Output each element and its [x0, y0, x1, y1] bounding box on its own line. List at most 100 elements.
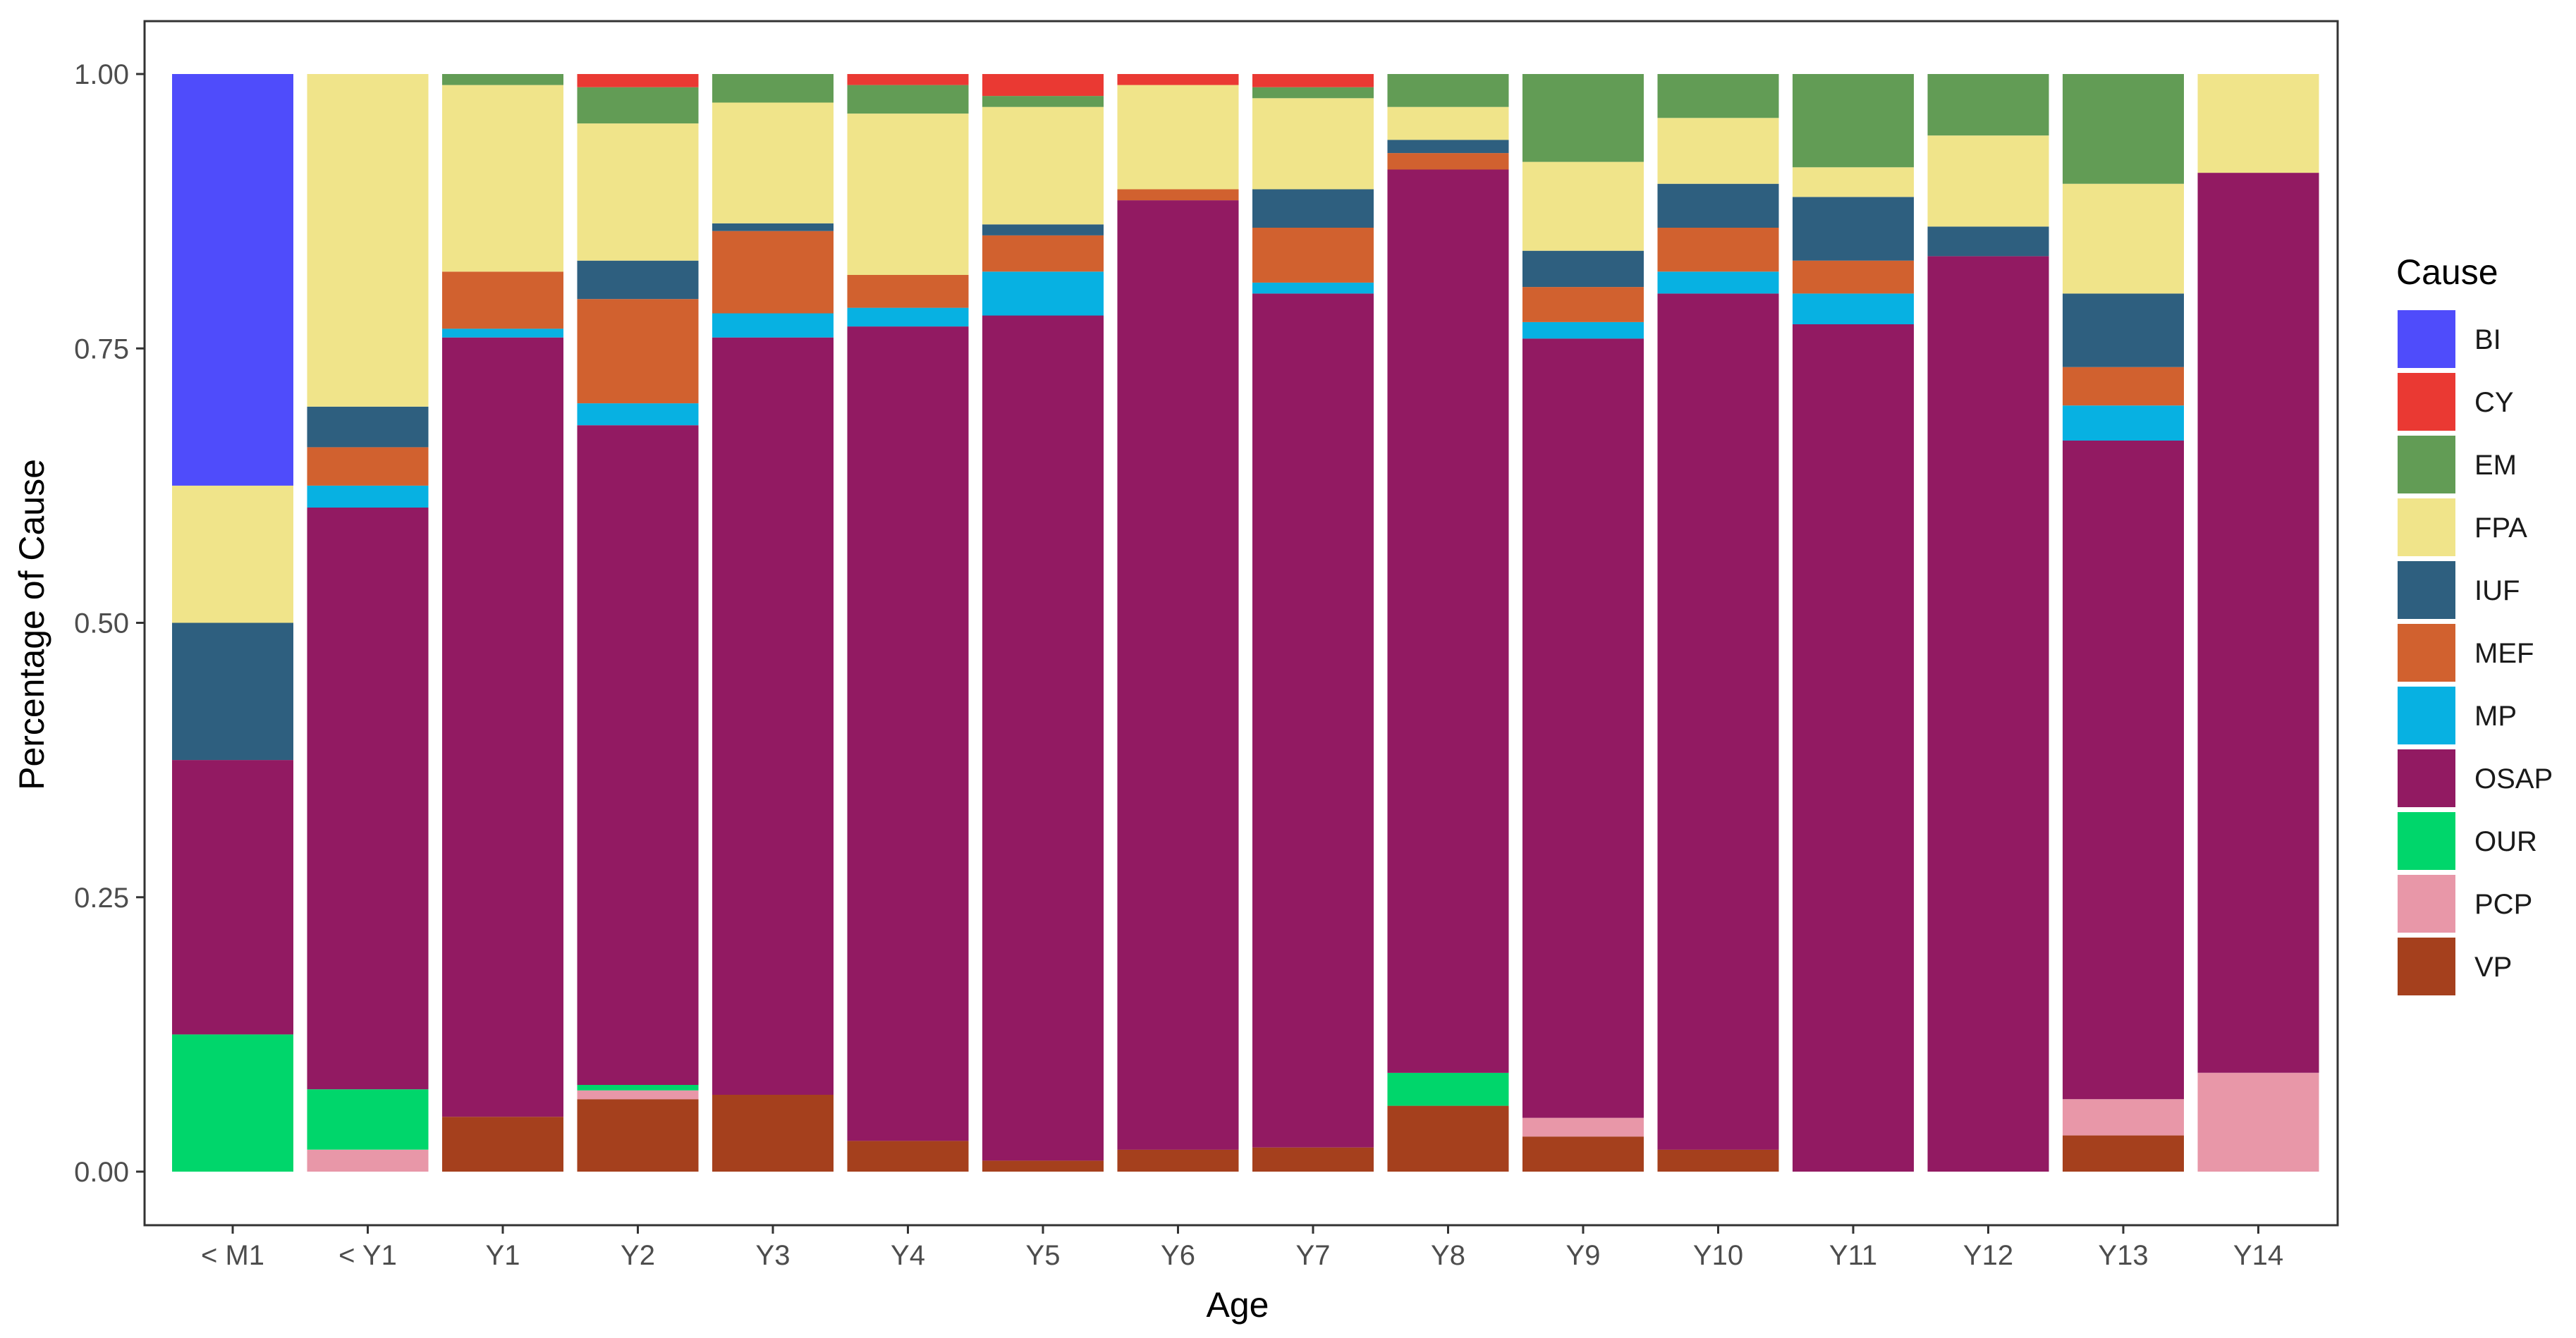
bar-segment-y6-fpa: [1117, 85, 1239, 190]
x-tick-label: < Y1: [338, 1240, 397, 1271]
bar-segment-y2-mef: [577, 299, 699, 404]
legend-label-bi: BI: [2474, 324, 2501, 355]
bar-segment-y5-mp: [982, 271, 1104, 316]
bar-segment-y1-em: [442, 74, 563, 85]
y-tick-label: 0.75: [74, 333, 129, 364]
bar-segment-y11-fpa: [1793, 167, 1914, 197]
y-tick-label: 0.25: [74, 883, 129, 914]
x-axis: < M1 < Y1 Y1 Y2 Y3 Y4 Y5 Y6 Y7 Y8 Y9 Y10 Y11 Y12 Y13 Y1…: [201, 1225, 2283, 1271]
x-tick-label: Y10: [1693, 1240, 1743, 1271]
legend-key-iuf: [2398, 561, 2455, 619]
bar-segment-y14-pcp: [2197, 1072, 2319, 1172]
bar-segment-y1-osap: [442, 337, 563, 1117]
bar-segment-y8-iuf: [1387, 140, 1509, 154]
bar-segment-y1-pcp: [307, 1149, 429, 1172]
bar-segment-m1-iuf: [172, 622, 293, 761]
bar-segment-y9-iuf: [1522, 250, 1644, 288]
bar-segment-y5-cy: [982, 74, 1104, 97]
bars-layer: [172, 74, 2319, 1172]
bar-segment-y5-fpa: [982, 106, 1104, 225]
legend-label-mef: MEF: [2474, 638, 2534, 669]
x-tick-label: Y14: [2233, 1240, 2283, 1271]
bar-segment-y11-osap: [1793, 324, 1914, 1172]
bar-segment-y10-vp: [1657, 1149, 1779, 1172]
bar-segment-y5-iuf: [982, 224, 1104, 235]
bar-segment-y13-iuf: [2063, 293, 2184, 367]
bar-segment-y10-mp: [1657, 271, 1779, 294]
x-tick-label: Y5: [1026, 1240, 1061, 1271]
bar-segment-y11-em: [1793, 74, 1914, 168]
bar-segment-y6-mef: [1117, 189, 1239, 201]
bar-segment-y8-vp: [1387, 1105, 1509, 1172]
legend-key-cy: [2398, 373, 2455, 431]
bar-segment-y2-fpa: [577, 123, 699, 261]
y-tick-label: 0.00: [74, 1157, 129, 1188]
bar-segment-y9-osap: [1522, 338, 1644, 1118]
bar-segment-y13-osap: [2063, 441, 2184, 1100]
legend-label-osap: OSAP: [2474, 763, 2553, 794]
x-tick-label: < M1: [201, 1240, 264, 1271]
bar-segment-y13-pcp: [2063, 1099, 2184, 1136]
bar-segment-y13-vp: [2063, 1135, 2184, 1172]
legend-key-vp: [2398, 938, 2455, 995]
x-tick-label: Y11: [1829, 1240, 1877, 1271]
bar-segment-y9-fpa: [1522, 161, 1644, 251]
bar-segment-y12-fpa: [1927, 135, 2049, 227]
bar-segment-y6-vp: [1117, 1149, 1239, 1172]
bar-segment-y4-cy: [847, 74, 969, 85]
bar-segment-y1-mef: [442, 271, 563, 329]
x-tick-label: Y12: [1963, 1240, 2013, 1271]
x-tick-label: Y3: [756, 1240, 790, 1271]
bar-segment-y1-mef: [307, 447, 429, 486]
legend-key-mef: [2398, 624, 2455, 682]
bar-segment-y1-mp: [442, 329, 563, 338]
x-tick-label: Y2: [621, 1240, 655, 1271]
bar-segment-y3-osap: [712, 337, 834, 1095]
legend-key-mp: [2398, 687, 2455, 744]
bar-segment-y14-fpa: [2197, 74, 2319, 173]
bar-segment-y12-osap: [1927, 256, 2049, 1172]
legend-title: Cause: [2396, 252, 2498, 292]
legend-label-our: OUR: [2474, 826, 2537, 857]
bar-segment-y4-vp: [847, 1141, 969, 1172]
bar-segment-y5-vp: [982, 1160, 1104, 1172]
bar-segment-m1-osap: [172, 760, 293, 1035]
bar-segment-y1-iuf: [307, 406, 429, 448]
bar-segment-y8-our: [1387, 1072, 1509, 1106]
bar-segment-y2-pcp: [577, 1090, 699, 1100]
bar-segment-m1-fpa: [172, 485, 293, 623]
bar-segment-y8-osap: [1387, 169, 1509, 1073]
bar-segment-y4-fpa: [847, 113, 969, 275]
bar-segment-y3-mef: [712, 231, 834, 314]
y-axis: 0.00 0.25 0.50 0.75 1.00: [74, 59, 145, 1188]
bar-segment-y12-iuf: [1927, 226, 2049, 257]
x-tick-label: Y13: [2098, 1240, 2148, 1271]
bar-segment-y5-osap: [982, 315, 1104, 1161]
bar-segment-y13-mef: [2063, 367, 2184, 406]
bar-segment-y7-mef: [1252, 228, 1374, 283]
bar-segment-y2-iuf: [577, 260, 699, 300]
bar-segment-y2-cy: [577, 74, 699, 87]
bar-segment-y4-mp: [847, 307, 969, 327]
legend-label-pcp: PCP: [2474, 889, 2532, 920]
bar-segment-y2-em: [577, 87, 699, 124]
bar-segment-y7-fpa: [1252, 98, 1374, 190]
bar-segment-y8-fpa: [1387, 106, 1509, 140]
bar-segment-y12-em: [1927, 74, 2049, 136]
legend-label-em: EM: [2474, 450, 2517, 481]
legend-label-vp: VP: [2474, 952, 2512, 983]
legend-label-iuf: IUF: [2474, 575, 2520, 606]
bar-segment-y11-iuf: [1793, 197, 1914, 261]
bar-segment-y8-mef: [1387, 153, 1509, 170]
bar-segment-y1-vp: [442, 1117, 563, 1172]
x-tick-label: Y4: [891, 1240, 925, 1271]
x-tick-label: Y6: [1161, 1240, 1195, 1271]
y-tick-label: 0.50: [74, 608, 129, 639]
bar-segment-m1-our: [172, 1034, 293, 1172]
bar-segment-y11-mef: [1793, 260, 1914, 294]
bar-segment-y2-osap: [577, 425, 699, 1085]
bar-segment-y3-fpa: [712, 102, 834, 223]
bar-segment-y7-mp: [1252, 282, 1374, 294]
bar-segment-y13-em: [2063, 74, 2184, 184]
